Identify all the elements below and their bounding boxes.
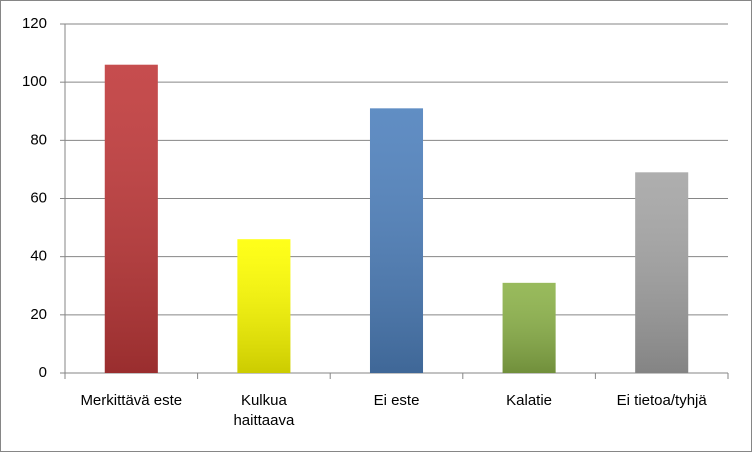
y-tick-label: 80 (30, 131, 47, 148)
bar (104, 64, 158, 373)
bar (237, 239, 291, 373)
x-tick-label: Merkittävä este (80, 392, 183, 409)
y-tick-label: 60 (30, 189, 47, 206)
x-tick-label: Kalatie (506, 392, 553, 409)
y-tick-label: 100 (22, 73, 47, 90)
y-tick-label: 120 (22, 15, 47, 32)
bar (635, 172, 689, 373)
bar (502, 282, 556, 373)
y-tick-label: 0 (39, 364, 47, 381)
x-tick-label: Ei tietoa/tyhjä (616, 392, 707, 409)
bar (369, 108, 424, 373)
y-tick-label: 40 (30, 248, 47, 265)
x-tick-label: Kulkua haittaava (233, 392, 295, 429)
x-tick-label: Ei este (373, 392, 420, 409)
y-tick-label: 20 (30, 306, 47, 323)
